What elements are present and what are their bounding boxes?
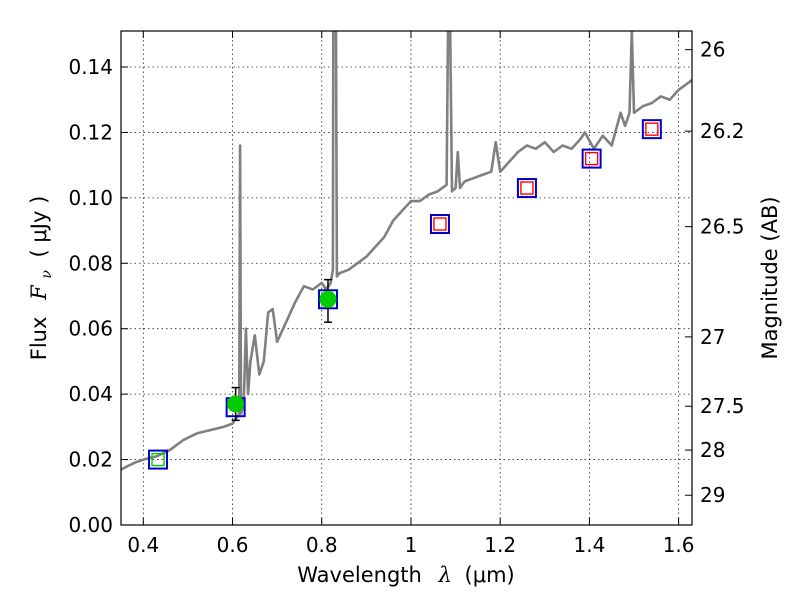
x-tick-label: 1 [405, 533, 418, 557]
x-tick-label: 1.2 [484, 533, 516, 557]
blue-square-marker [516, 178, 537, 199]
y-tick-label: 0.02 [68, 448, 113, 472]
y2-tick-label: 26 [700, 38, 725, 62]
y-axis-label-unit: ( μJy ) [27, 196, 51, 258]
y-tick-label: 0.08 [68, 251, 113, 275]
y-tick-label: 0.06 [68, 317, 113, 341]
tick-layer: 0.4 0.6 0.8 1 1.2 1.4 1.6 0.00 0.02 0.04 0.06 0.08 0… [68, 31, 745, 557]
blue-square-marker [641, 119, 662, 140]
x-tick-label: 1.4 [573, 533, 605, 557]
y-axis-label: Flux F ν ( μJy ) [27, 196, 56, 361]
grid-layer [121, 31, 692, 526]
x-axis-label: Wavelength λ (μm) [297, 563, 514, 587]
y-tick-label: 0.14 [68, 55, 113, 79]
y-tick-label: 0.12 [68, 120, 113, 144]
y-tick-label: 0.10 [68, 186, 113, 210]
red-square-marker [584, 151, 599, 166]
y2-tick-label: 28 [700, 438, 725, 462]
x-tick-label: 0.8 [306, 533, 338, 557]
x-tick-label: 0.4 [127, 533, 159, 557]
spectrum-line [121, 31, 692, 471]
y2-tick-label: 26.5 [700, 215, 745, 239]
y2-tick-label: 27.5 [700, 394, 745, 418]
x-tick-label: 1.6 [663, 533, 695, 557]
x-tick-label: 0.6 [217, 533, 249, 557]
x-axis-label-symbol: λ [438, 563, 452, 587]
blue-square-marker [429, 214, 450, 235]
red-square-marker [645, 122, 659, 136]
y2-axis-label: Magnitude (AB) [758, 196, 782, 359]
y2-tick-label: 26.2 [700, 119, 745, 143]
y-axis-label-subscript: ν [39, 270, 55, 279]
blue-square-marker [148, 449, 169, 470]
blue-square-marker [581, 148, 602, 169]
x-axis-label-unit: (μm) [465, 563, 515, 587]
y2-tick-label: 29 [700, 483, 725, 507]
x-axis-label-text: Wavelength [297, 563, 422, 587]
y-axis-label-text: Flux [27, 317, 51, 361]
y-axis-label-symbol: F [27, 284, 51, 301]
y2-tick-label: 27 [700, 325, 725, 349]
y-tick-label: 0.00 [68, 513, 113, 537]
green-square-marker [151, 452, 165, 467]
y-tick-label: 0.04 [68, 382, 113, 406]
green-circle-marker [227, 395, 245, 413]
red-square-marker [433, 217, 447, 231]
green-circle-marker [319, 290, 337, 308]
red-square-marker [520, 181, 534, 195]
plot-frame [120, 30, 693, 526]
data-layer [121, 31, 692, 471]
